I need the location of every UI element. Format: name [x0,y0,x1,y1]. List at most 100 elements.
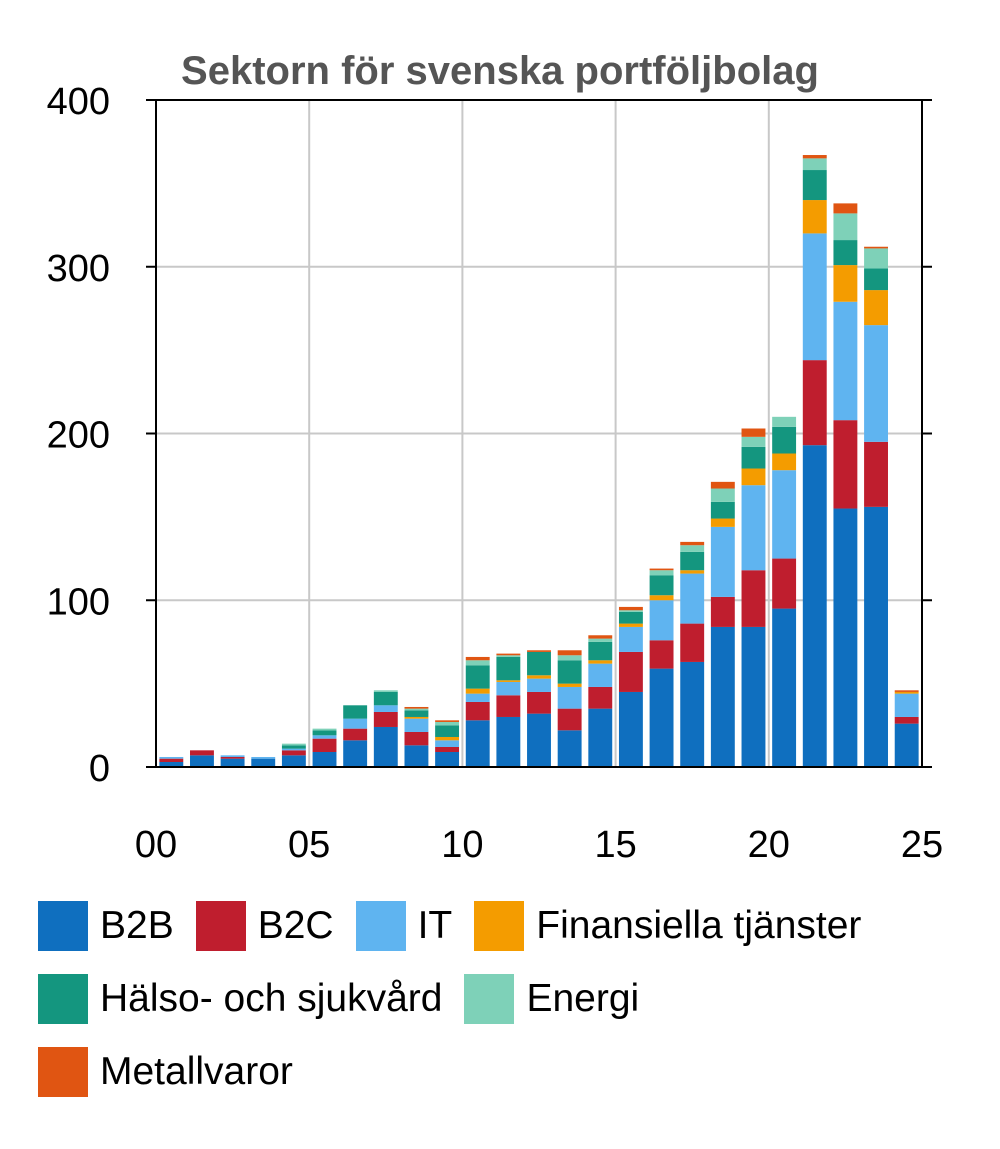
bar-b2c-2004 [281,750,306,756]
bar-b2b-2012 [527,713,551,767]
bar-b2c-2011 [496,695,521,717]
bar-finansiella-tjanster-2008 [404,716,429,719]
bar-energi-2011 [496,655,521,657]
bar-b2b-2000 [159,761,184,767]
bar-b2c-2021 [802,360,827,446]
bar-halso-och-sjukvard-2017 [680,551,705,571]
bar-halso-och-sjukvard-2023 [864,268,888,291]
bar-b2b-2009 [435,751,460,767]
bar-it-2007 [373,705,398,712]
bar-it-2017 [680,573,705,624]
x-axis: 00 05 10 15 20 25 [135,824,943,866]
bar-b2c-2002 [220,756,245,759]
bar-b2b-2024 [894,723,919,767]
bar-it-2000 [159,756,184,759]
bar-b2b-2005 [312,751,337,767]
bar-metallvaror-2018 [710,481,735,489]
bar-b2b-2003 [251,758,276,767]
bars [159,155,919,767]
x-tick-label: 20 [748,824,790,866]
bar-b2b-2019 [741,626,766,767]
legend-swatch-b2c [195,901,246,951]
bar-it-2020 [772,470,797,559]
bar-metallvaror-2016 [649,568,674,571]
bar-energi-2009 [435,721,460,726]
legend-item-b2b: B2B [38,901,174,951]
bar-b2b-2016 [649,668,674,767]
legend-item-b2c: B2C [195,901,334,951]
bar-it-2010 [465,693,490,702]
bar-b2b-2017 [680,661,705,767]
bar-finansiella-tjanster-2015 [618,623,643,627]
bar-halso-och-sjukvard-2008 [404,710,429,717]
legend-swatch-it [355,901,406,951]
bar-finansiella-tjanster-2020 [772,453,797,471]
bar-halso-och-sjukvard-2009 [435,725,460,737]
bar-b2b-2020 [772,608,797,767]
bar-it-2009 [435,740,460,747]
y-tick-label: 100 [47,581,110,623]
bar-finansiella-tjanster-2011 [496,680,521,682]
bar-it-2015 [618,626,643,652]
bar-halso-och-sjukvard-2022 [833,240,858,266]
plot-frame [146,99,932,768]
bar-energi-2021 [802,158,827,171]
bar-energi-2013 [557,655,582,661]
bar-energi-2016 [649,570,674,576]
bar-energi-2004 [281,743,306,746]
bar-it-2024 [894,693,919,717]
legend-label-halso-och-sjukvard: Hälso- och sjukvård [100,977,443,1020]
legend-swatch-metallvaror [38,1047,88,1097]
bar-energi-2019 [741,436,766,447]
x-tick-label: 25 [901,824,943,866]
x-tick-label: 15 [594,824,636,866]
legend: B2B B2C IT Finansiella tjänster Hälso- o… [38,900,978,1119]
bar-energi-2005 [312,728,337,731]
legend-item-it: IT [355,901,453,951]
y-tick-label: 0 [89,748,110,790]
legend-swatch-finansiella-tjanster [474,901,525,951]
bar-metallvaror-2009 [435,720,460,722]
stacked-bar-chart: Sektorn för svenska portföljbolag 0 100 20… [47,49,944,866]
bar-finansiella-tjanster-2010 [465,688,490,694]
bar-b2c-2016 [649,640,674,669]
bar-b2c-2017 [680,623,705,662]
bar-halso-och-sjukvard-2020 [772,426,797,454]
bar-b2b-2022 [833,508,858,767]
bar-it-2016 [649,600,674,641]
y-tick-label: 400 [47,81,110,123]
bar-finansiella-tjanster-2017 [680,570,705,574]
bar-energi-2010 [465,660,490,666]
bar-b2b-2013 [557,730,582,767]
bar-energi-2007 [373,690,398,692]
bar-it-2018 [710,526,735,597]
bar-halso-och-sjukvard-2015 [618,611,643,624]
bar-b2c-2012 [527,691,551,714]
bar-it-2013 [557,686,582,709]
x-tick-label: 00 [135,824,177,866]
bar-finansiella-tjanster-2018 [710,518,735,527]
bar-b2b-2018 [710,626,735,767]
bar-halso-och-sjukvard-2014 [588,641,613,661]
bar-halso-och-sjukvard-2006 [343,705,368,719]
bar-b2b-2008 [404,745,429,767]
legend-row: Metallvaror [38,1046,978,1098]
bar-b2c-2013 [557,708,582,731]
legend-label-b2b: B2B [100,904,174,947]
bar-it-2005 [312,735,337,739]
bar-metallvaror-2021 [802,155,827,159]
bar-b2b-2004 [281,755,306,767]
bar-finansiella-tjanster-2016 [649,595,674,601]
bar-it-2002 [220,755,245,757]
bar-b2b-2001 [190,755,214,767]
legend-swatch-energi [464,974,515,1024]
bar-halso-och-sjukvard-2004 [281,745,306,749]
bar-b2b-2011 [496,716,521,767]
legend-label-it: IT [417,904,453,947]
bar-halso-och-sjukvard-2005 [312,730,337,736]
bar-energi-2018 [710,488,735,502]
bar-energi-2017 [680,545,705,552]
bar-finansiella-tjanster-2013 [557,683,582,687]
y-axis: 0 100 200 300 400 [47,81,110,790]
legend-row: B2B B2C IT Finansiella tjänster [38,900,978,952]
